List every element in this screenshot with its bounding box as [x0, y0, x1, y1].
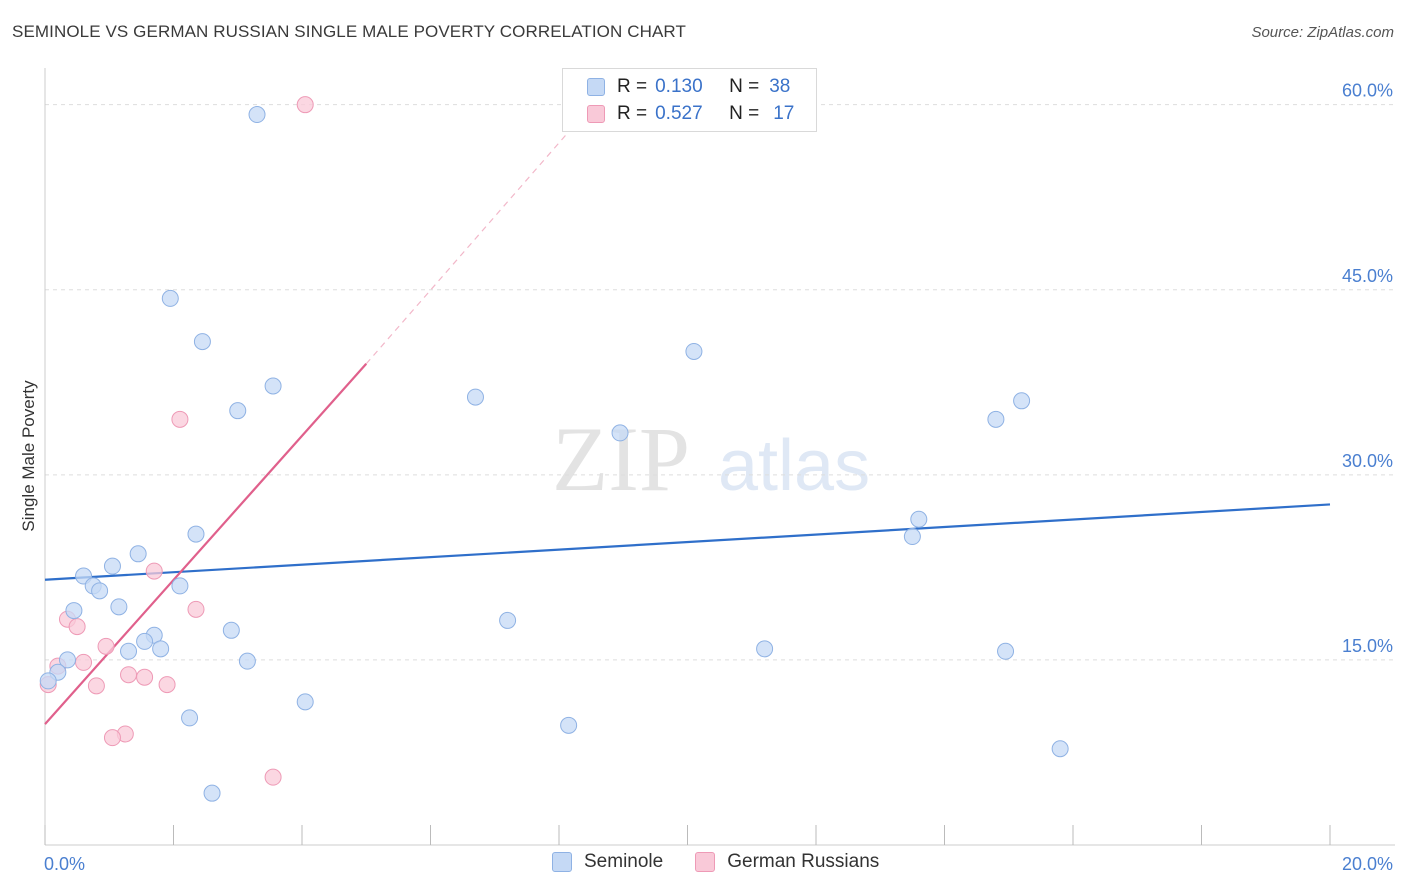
tick-labels: 15.0% 30.0% 45.0% 60.0% 0.0% 20.0%: [44, 81, 1393, 874]
watermark-atlas: atlas: [718, 426, 870, 506]
seminole-trendline: [44, 503, 1331, 581]
german-russians-points: [39, 96, 314, 786]
seminole-point: [611, 424, 629, 442]
axes: [44, 68, 1395, 846]
legend-item-seminole[interactable]: Seminole: [552, 851, 663, 873]
trendlines: [44, 135, 1331, 725]
watermark-zip: ZIP: [552, 408, 690, 510]
seminole-point: [264, 377, 282, 395]
german-russians-point: [68, 618, 86, 636]
german-russians-point: [187, 600, 205, 618]
legend-r-label: R =: [617, 76, 648, 97]
seminole-point: [203, 784, 221, 802]
source-credit: Source: ZipAtlas.com: [1251, 24, 1394, 41]
seminole-point: [120, 642, 138, 660]
seminole-point: [187, 525, 205, 543]
seminole-point: [229, 402, 247, 420]
german-russians-point: [103, 729, 121, 747]
seminole-point: [1051, 740, 1069, 758]
german-russians-point: [136, 668, 154, 686]
watermark: ZIP atlas: [552, 408, 870, 510]
german-russians-point: [120, 666, 138, 684]
legend-r-value: 0.527: [655, 103, 703, 124]
seminole-point: [103, 557, 121, 575]
german-russians-point: [97, 637, 115, 655]
stats-legend: R = 0.130 N = 38 R = 0.527 N = 17: [562, 68, 817, 132]
y-tick-label: 60.0%: [1342, 81, 1393, 101]
german-russians-point: [75, 653, 93, 671]
legend-label-seminole: Seminole: [584, 851, 664, 872]
legend-swatch-german-russians: [695, 852, 716, 872]
seminole-point: [296, 693, 314, 711]
seminole-point: [222, 621, 240, 639]
legend-n-label: N =: [729, 76, 760, 97]
y-tick-label: 45.0%: [1342, 266, 1393, 286]
legend-swatch-german-russians: [587, 105, 605, 123]
german-russians-point: [145, 562, 163, 580]
legend-n-label: N =: [729, 103, 760, 124]
grid-lines: [45, 104, 1395, 661]
seminole-point: [65, 602, 83, 620]
legend-swatch-seminole: [552, 852, 572, 872]
seminole-point: [152, 640, 170, 658]
legend-r-label: R =: [617, 103, 648, 124]
german-russians-point: [158, 676, 176, 694]
series-legend: Seminole German Russians: [552, 851, 911, 873]
y-tick-label: 30.0%: [1342, 451, 1393, 471]
legend-n-value: 17: [773, 103, 795, 124]
seminole-point: [161, 289, 179, 307]
seminole-point: [685, 342, 703, 360]
seminole-point: [136, 632, 154, 650]
seminole-point: [1013, 392, 1031, 410]
seminole-points: [39, 106, 1069, 802]
legend-row-german-russians: R = 0.527 N = 17: [587, 102, 794, 126]
seminole-point: [39, 672, 57, 690]
legend-item-german-russians[interactable]: German Russians: [695, 851, 879, 873]
seminole-point: [560, 716, 578, 734]
seminole-point: [91, 582, 109, 600]
german-russians-point: [171, 410, 189, 428]
seminole-point: [466, 388, 484, 406]
seminole-point: [997, 642, 1015, 660]
y-axis-title: Single Male Poverty: [19, 380, 38, 532]
seminole-point: [756, 640, 774, 658]
seminole-point: [987, 410, 1005, 428]
seminole-point: [193, 333, 211, 351]
legend-n-value: 38: [769, 76, 791, 97]
seminole-point: [181, 709, 199, 727]
seminole-point: [129, 545, 147, 563]
seminole-point: [58, 651, 76, 669]
seminole-point: [171, 577, 189, 595]
german-russians-point: [296, 96, 314, 114]
german-russians-point: [87, 677, 105, 695]
seminole-point: [248, 106, 266, 124]
legend-label-german-russians: German Russians: [727, 851, 880, 872]
x-tick-label: 20.0%: [1342, 854, 1393, 874]
seminole-point: [238, 652, 256, 670]
seminole-point: [903, 528, 921, 546]
legend-swatch-seminole: [587, 78, 605, 96]
legend-row-seminole: R = 0.130 N = 38: [587, 75, 790, 99]
x-tick-label: 0.0%: [44, 854, 85, 874]
chart-title: SEMINOLE VS GERMAN RUSSIAN SINGLE MALE P…: [12, 22, 686, 41]
seminole-point: [499, 611, 517, 629]
y-tick-label: 15.0%: [1342, 636, 1393, 656]
seminole-point: [910, 510, 928, 528]
german-russians-point: [264, 768, 282, 786]
german-russians-trendline: [44, 363, 368, 725]
legend-r-value: 0.130: [655, 76, 703, 97]
seminole-point: [110, 598, 128, 616]
german-russians-trendline-extension: [365, 135, 566, 365]
